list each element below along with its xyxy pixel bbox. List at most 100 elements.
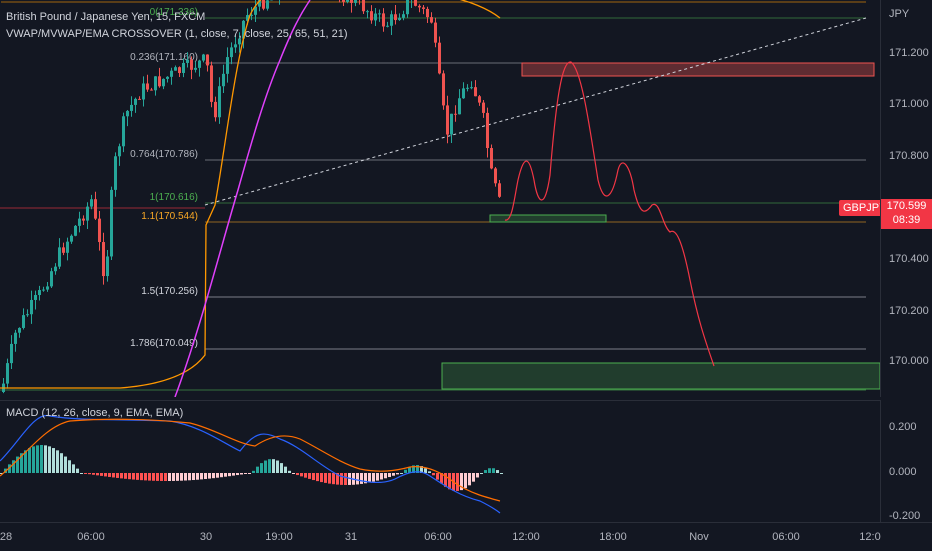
- macd-histogram-bar: [188, 473, 191, 480]
- fib-level-label: 1(170.616): [150, 192, 198, 203]
- macd-histogram-bar: [136, 473, 139, 480]
- trend-line-dashed[interactable]: [205, 18, 866, 205]
- macd-legend: MACD (12, 26, close, 9, EMA, EMA): [6, 407, 183, 419]
- candle-body: [6, 363, 9, 383]
- candle-body: [230, 47, 233, 57]
- macd-histogram-bar: [492, 468, 495, 473]
- macd-histogram-bar: [328, 473, 331, 484]
- candle-body: [414, 0, 417, 6]
- macd-histogram-bar: [64, 457, 67, 473]
- projected-price-path[interactable]: [505, 62, 714, 366]
- macd-histogram-bar: [312, 473, 315, 480]
- macd-histogram-bar: [224, 473, 227, 477]
- candle-body: [130, 105, 133, 111]
- macd-histogram-bar: [100, 473, 103, 476]
- currency-label: JPY: [889, 8, 909, 20]
- macd-histogram-bar: [356, 473, 359, 484]
- macd-histogram-bar: [396, 473, 399, 474]
- demand-zone-small[interactable]: [490, 215, 606, 222]
- macd-histogram-bar: [276, 461, 279, 473]
- macd-histogram-bar: [292, 473, 295, 474]
- macd-histogram-bar: [432, 473, 435, 475]
- macd-histogram-bar: [232, 473, 235, 476]
- candle-body: [138, 99, 141, 100]
- candle-body: [474, 87, 477, 96]
- candle-body: [50, 271, 53, 286]
- macd-histogram-bar: [248, 473, 251, 474]
- candle-body: [38, 290, 41, 295]
- candle-body: [66, 242, 69, 253]
- macd-histogram-bar: [32, 446, 35, 473]
- candle-body: [134, 99, 137, 105]
- price-chart-canvas[interactable]: 0(171.336)0.236(171.160)0.764(170.786)1(…: [0, 0, 880, 397]
- candle-body: [442, 73, 445, 105]
- candle-body: [102, 242, 105, 276]
- macd-histogram-bar: [392, 473, 395, 476]
- candle-body: [262, 0, 265, 9]
- macd-histogram-bar: [204, 473, 207, 479]
- supply-zone[interactable]: [522, 63, 874, 76]
- candle-body: [490, 148, 493, 168]
- price-chart-pane[interactable]: 0(171.336)0.236(171.160)0.764(170.786)1(…: [0, 0, 880, 397]
- macd-histogram-bar: [200, 473, 203, 479]
- candle-body: [110, 190, 113, 257]
- macd-histogram-bar: [360, 473, 363, 484]
- last-price-value: 170.599: [881, 199, 932, 213]
- candle-body: [118, 146, 121, 156]
- candle-body: [78, 219, 81, 226]
- macd-histogram-bar: [464, 473, 467, 488]
- candle-body: [430, 17, 433, 22]
- candle-body: [342, 0, 345, 2]
- macd-canvas[interactable]: [0, 401, 880, 523]
- macd-histogram-bar: [120, 473, 123, 478]
- candle-body: [218, 86, 221, 117]
- candle-body: [34, 295, 37, 300]
- macd-histogram-bar: [128, 473, 131, 479]
- macd-histogram-bar: [192, 473, 195, 480]
- price-tick: 170.400: [889, 253, 929, 265]
- candle-body: [170, 71, 173, 77]
- candle-body: [90, 199, 93, 206]
- macd-histogram-bar: [176, 473, 179, 481]
- macd-histogram-bar: [280, 463, 283, 473]
- price-tick: 170.000: [889, 355, 929, 367]
- macd-histogram-bar: [436, 473, 439, 480]
- macd-histogram-bar: [116, 473, 119, 478]
- candle-body: [482, 103, 485, 113]
- time-label: 06:00: [77, 531, 105, 543]
- macd-pane[interactable]: MACD (12, 26, close, 9, EMA, EMA): [0, 400, 880, 523]
- candle-body: [30, 300, 33, 314]
- macd-histogram-bar: [68, 460, 71, 473]
- candle-body: [186, 60, 189, 63]
- candle-body: [422, 7, 425, 9]
- macd-histogram-bar: [84, 473, 87, 474]
- candle-body: [466, 88, 469, 89]
- candle-body: [350, 0, 353, 3]
- symbol-legend: British Pound / Japanese Yen, 15, FXCM: [6, 11, 205, 23]
- time-label: Nov: [689, 531, 709, 543]
- macd-scale[interactable]: 0.200 0.000 -0.200: [880, 400, 932, 522]
- candle-body: [354, 0, 357, 3]
- macd-histogram-bar: [344, 473, 347, 485]
- candle-body: [106, 256, 109, 276]
- macd-histogram-bar: [316, 473, 319, 481]
- macd-histogram-bar: [52, 448, 55, 473]
- fib-level-label: 0.764(170.786): [130, 149, 198, 160]
- macd-histogram-bar: [380, 473, 383, 479]
- macd-histogram-bar: [340, 473, 343, 485]
- candle-body: [434, 23, 437, 43]
- macd-histogram-bar: [80, 473, 83, 474]
- signal-line: [0, 419, 500, 501]
- candle-body: [426, 9, 429, 17]
- candle-body: [70, 236, 73, 242]
- fibonacci-levels: 0(171.336)0.236(171.160)0.764(170.786)1(…: [0, 2, 866, 390]
- time-axis[interactable]: 28 06:00 30 19:00 31 06:00 12:00 18:00 N…: [0, 522, 932, 551]
- demand-zone-large[interactable]: [442, 363, 880, 389]
- time-label: 12:0: [859, 531, 880, 543]
- price-zones: [442, 63, 880, 389]
- candle-body: [54, 267, 57, 272]
- macd-histogram-bar: [488, 468, 491, 473]
- candle-body: [386, 26, 389, 27]
- macd-histogram-bar: [332, 473, 335, 484]
- vwap-line: [0, 0, 500, 388]
